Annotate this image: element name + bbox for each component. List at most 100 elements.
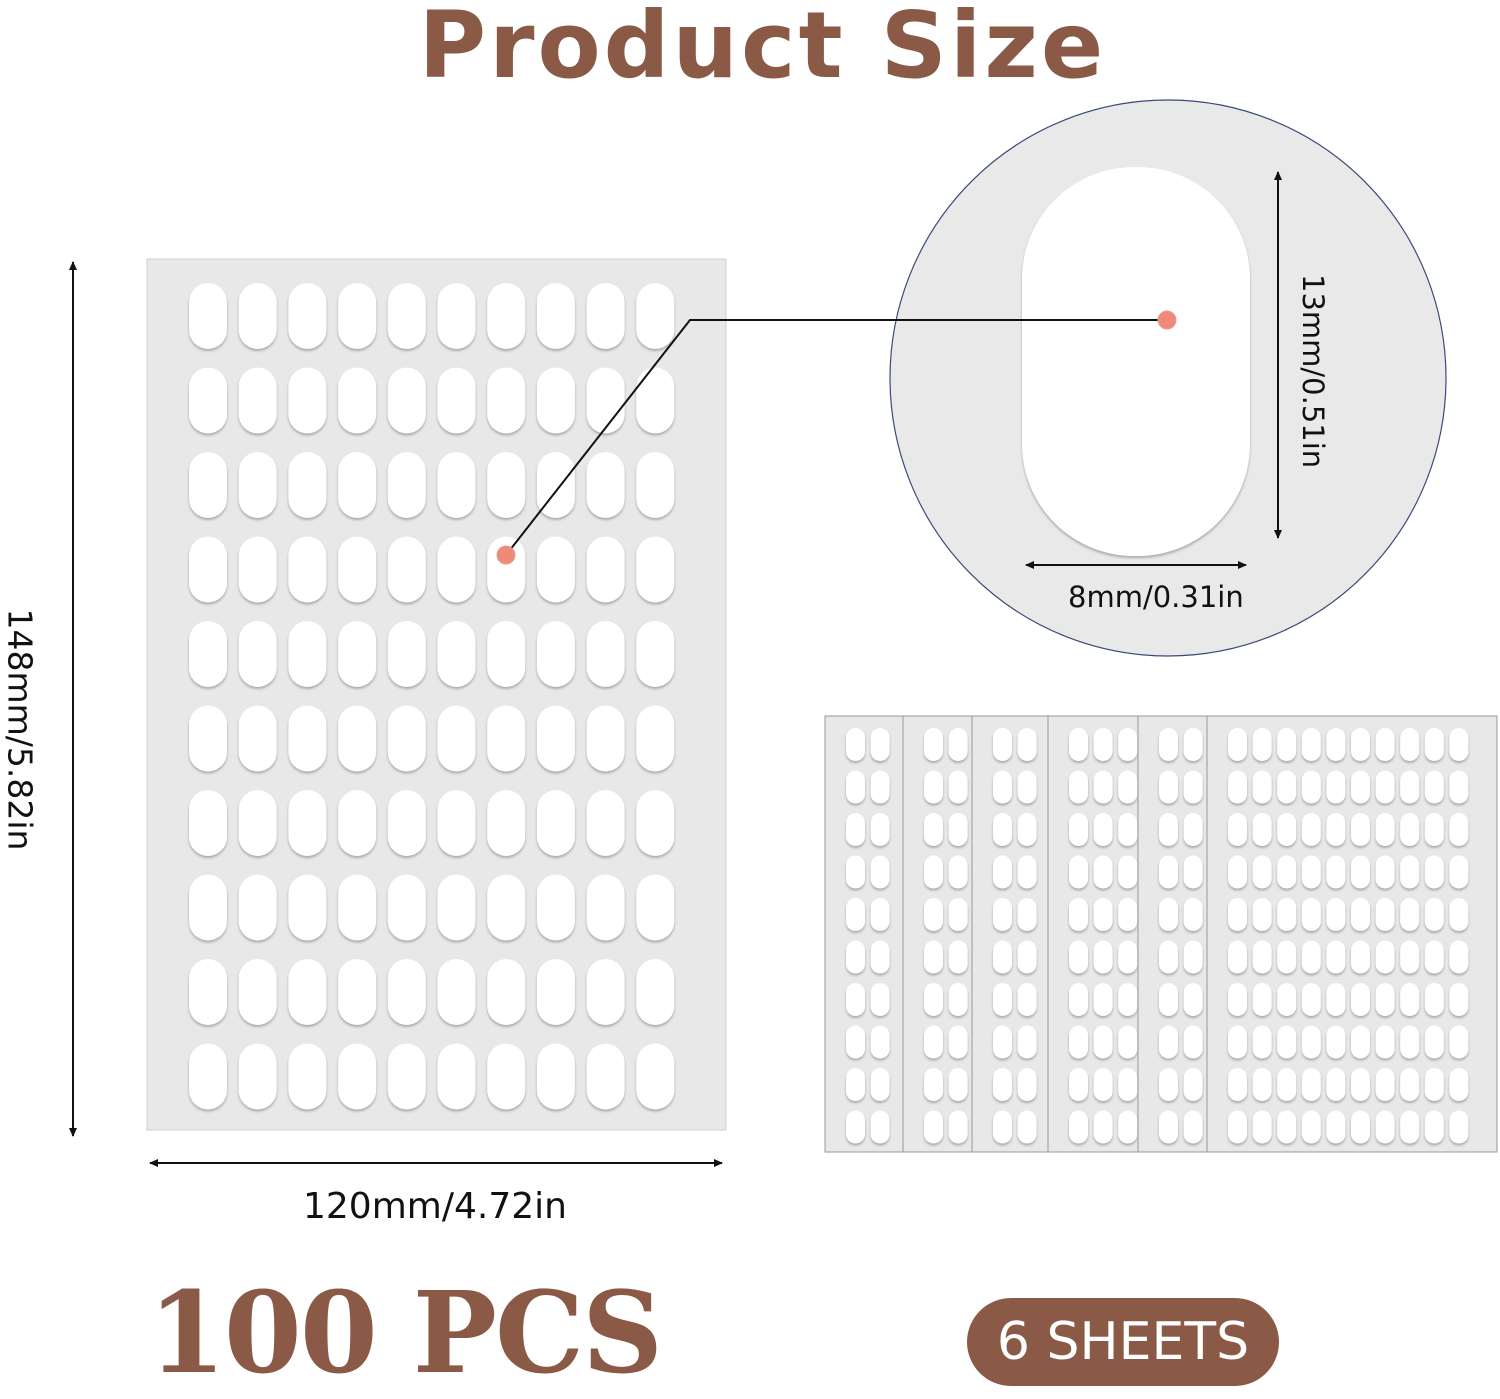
sticker-piece: [1093, 1068, 1113, 1101]
sticker-piece: [1183, 855, 1203, 889]
sticker-piece: [288, 959, 327, 1025]
sticker-piece: [870, 1068, 890, 1101]
sticker-piece: [1228, 1025, 1247, 1059]
sticker-piece: [948, 770, 968, 804]
sticker-piece: [387, 367, 426, 434]
sticker-piece: [636, 621, 675, 687]
sticker-piece: [1351, 898, 1370, 931]
sticker-piece: [487, 536, 526, 603]
sticker-piece: [1093, 855, 1113, 889]
quantity-label: 100 PCS: [148, 1268, 663, 1399]
sticker-piece: [1424, 813, 1444, 846]
sticker-piece: [487, 367, 526, 434]
sticker-piece: [238, 452, 277, 518]
sticker-piece: [437, 705, 476, 772]
sticker-piece: [1093, 813, 1113, 846]
sticker-piece: [1301, 855, 1321, 889]
sticker-piece: [870, 898, 890, 931]
sticker-piece: [948, 940, 968, 974]
sticker-piece: [1118, 940, 1138, 974]
sticker-piece: [586, 790, 625, 856]
sticker-piece: [586, 536, 625, 603]
sticker-piece: [1301, 1068, 1321, 1101]
sticker-piece: [1228, 770, 1247, 804]
sticker-piece: [1277, 728, 1297, 761]
sticker-piece: [1159, 898, 1178, 931]
sticker-piece: [387, 621, 426, 687]
sticker-piece: [924, 898, 943, 931]
sticker-piece: [437, 790, 476, 856]
sticker-piece: [387, 705, 426, 772]
sheets-badge: 6 SHEETS: [967, 1298, 1279, 1386]
sticker-piece: [1118, 1068, 1138, 1101]
sticker-piece: [586, 367, 625, 434]
stacked-sheet-pieces: [1069, 728, 1138, 1144]
marker-dot: [1157, 310, 1177, 330]
sticker-piece: [948, 983, 968, 1016]
sticker-piece: [1449, 813, 1469, 846]
sticker-piece: [993, 1068, 1012, 1101]
sticker-piece: [1183, 983, 1203, 1016]
sticker-piece: [338, 452, 377, 518]
sticker-piece: [238, 959, 277, 1025]
sticker-piece: [189, 367, 227, 434]
sticker-piece: [536, 790, 575, 856]
sticker-piece: [870, 770, 890, 804]
sticker-piece: [636, 874, 675, 941]
sticker-piece: [1069, 813, 1088, 846]
sticker-piece: [1351, 855, 1370, 889]
sticker-piece: [1424, 940, 1444, 974]
sticker-piece: [1400, 855, 1420, 889]
sticker-piece: [1252, 940, 1272, 974]
sticker-piece: [487, 959, 526, 1025]
sticker-piece: [948, 728, 968, 761]
sticker-piece: [993, 813, 1012, 846]
sticker-piece: [924, 770, 943, 804]
sticker-piece: [1277, 855, 1297, 889]
sticker-piece: [338, 1043, 377, 1110]
sticker-piece: [1159, 1068, 1178, 1101]
sticker-piece: [924, 1025, 943, 1059]
sticker-piece: [1400, 728, 1420, 761]
sticker-piece: [586, 959, 625, 1025]
sticker-piece: [1118, 855, 1138, 889]
sticker-piece: [1326, 770, 1346, 804]
sheet-width-label: 120mm/4.72in: [303, 1186, 567, 1227]
sticker-piece: [1017, 1068, 1037, 1101]
sticker-piece: [1159, 813, 1178, 846]
sticker-piece: [1069, 855, 1088, 889]
sticker-piece: [1400, 1025, 1420, 1059]
sticker-piece: [1326, 1025, 1346, 1059]
sticker-piece: [338, 367, 377, 434]
sticker-piece: [1093, 940, 1113, 974]
sticker-piece: [1118, 1110, 1138, 1144]
sticker-piece: [238, 705, 277, 772]
sticker-piece: [1326, 813, 1346, 846]
sticker-piece: [1118, 1025, 1138, 1059]
sticker-piece: [1017, 1025, 1037, 1059]
sticker-piece: [238, 283, 277, 349]
sticker-piece: [1424, 983, 1444, 1016]
piece-height-label: 13mm/0.51in: [1296, 274, 1330, 469]
sticker-piece: [586, 283, 625, 349]
sticker-piece: [1375, 1110, 1395, 1144]
sticker-piece: [1093, 983, 1113, 1016]
sticker-piece: [189, 452, 227, 518]
sticker-piece: [1424, 1025, 1444, 1059]
sticker-piece: [536, 283, 575, 349]
marker-dot: [496, 545, 516, 565]
sticker-piece: [1118, 728, 1138, 761]
sticker-piece: [1400, 813, 1420, 846]
sticker-piece: [1400, 770, 1420, 804]
sticker-piece: [1424, 728, 1444, 761]
sticker-piece: [1017, 940, 1037, 974]
sticker-piece: [586, 1043, 625, 1110]
sticker-piece: [1183, 898, 1203, 931]
sticker-piece: [846, 940, 865, 974]
sticker-piece: [437, 621, 476, 687]
sticker-piece: [993, 855, 1012, 889]
sticker-piece: [238, 1043, 277, 1110]
sticker-piece: [437, 959, 476, 1025]
sticker-piece: [536, 1043, 575, 1110]
sticker-piece: [636, 705, 675, 772]
